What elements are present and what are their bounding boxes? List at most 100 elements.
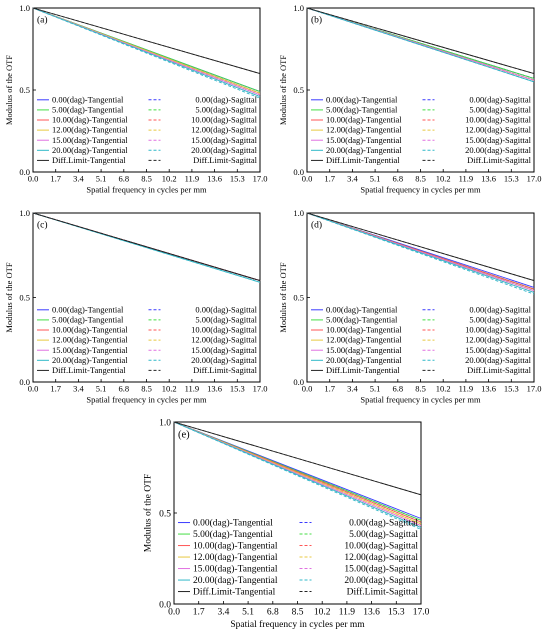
panel-label: (c) [37,220,48,231]
y-tick-label: 0.0 [19,167,30,177]
chart-panel: 0.0 1.7 3.4 5.1 6.8 8.5 10.2 11.9 13.6 15.3 17.0 0.… [4,3,268,194]
legend-label: 5.00(dag)-Tangential [193,529,273,540]
chart-panel: 0.0 1.7 3.4 5.1 6.8 8.5 10.2 11.9 13.6 15.3 17.0 0.… [142,418,429,629]
legend-label: 5.00(dag)-Tangential [326,104,398,114]
y-axis-label: Modulus of the OTF [142,474,153,552]
x-tick-label: 17.0 [527,174,542,184]
x-tick-label: 5.1 [242,608,254,618]
x-tick-label: 5.1 [96,384,107,394]
legend-label: 12.00(dag)-Sagittal [344,552,418,563]
series-line [306,7,535,75]
legend-label: 10.00(dag)-Sagittal [191,325,257,335]
legend-label: 10.00(dag)-Sagittal [191,115,257,125]
legend-label: 10.00(dag)-Tangential [52,325,128,335]
legend-label: Diff.Limit-Sagittal [193,365,257,375]
x-tick-label: 0.0 [168,608,180,618]
legend-label: 15.00(dag)-Sagittal [344,563,418,574]
y-axis-label: Modulus of the OTF [278,55,288,125]
x-tick-label: 0.0 [28,384,39,394]
series-line [173,421,422,496]
y-tick-label: 1.0 [19,3,30,13]
y-tick-label: 0.0 [293,167,304,177]
x-axis-label: Spatial frequency in cycles per mm [230,619,365,630]
legend-label: Diff.Limit-Sagittal [467,155,531,165]
x-tick-label: 17.0 [413,608,430,618]
legend-label: 20.00(dag)-Sagittal [191,355,257,365]
x-tick-label: 6.8 [392,384,403,394]
y-tick-label: 0.0 [19,377,30,387]
x-tick-label: 6.8 [267,608,279,618]
x-tick-label: 0.0 [28,174,39,184]
legend-label: 0.00(dag)-Sagittal [469,304,531,314]
y-tick-label: 1.0 [293,208,304,218]
x-tick-label: 10.2 [162,174,177,184]
legend-label: 15.00(dag)-Tangential [193,563,278,574]
legend-label: 10.00(dag)-Sagittal [344,540,418,551]
series-line [306,212,535,282]
y-tick-label: 0.5 [159,509,171,519]
legend-label: 20.00(dag)-Tangential [52,145,128,155]
y-tick-label: 1.0 [19,208,30,218]
x-tick-label: 3.4 [217,608,229,618]
legend-label: 10.00(dag)-Tangential [326,325,402,335]
x-tick-label: 8.5 [141,174,152,184]
legend-label: Diff.Limit-Tangential [52,155,126,165]
legend-label: 0.00(dag)-Tangential [326,94,398,104]
series-line [173,421,422,529]
x-tick-label: 17.0 [527,384,542,394]
legend-label: Diff.Limit-Tangential [52,365,126,375]
x-tick-label: 13.6 [207,384,222,394]
x-axis-label: Spatial frequency in cycles per mm [86,394,207,404]
x-tick-label: 3.4 [73,174,84,184]
legend-label: 15.00(dag)-Sagittal [465,135,531,145]
legend-label: 12.00(dag)-Tangential [52,335,128,345]
legend-label: 10.00(dag)-Tangential [52,115,128,125]
legend-label: 20.00(dag)-Sagittal [191,145,257,155]
x-tick-label: 11.9 [459,174,474,184]
y-tick-label: 1.0 [159,418,171,428]
legend-label: 15.00(dag)-Tangential [326,135,402,145]
x-tick-label: 11.9 [339,608,356,618]
x-tick-label: 11.9 [185,384,200,394]
series-line [306,7,535,83]
legend-label: 5.00(dag)-Sagittal [469,104,531,114]
series-line [32,7,261,99]
legend-label: 0.00(dag)-Tangential [193,517,273,528]
x-tick-label: 0.0 [302,384,313,394]
panel-label: (d) [311,220,322,231]
x-tick-label: 8.5 [415,174,426,184]
x-tick-label: 17.0 [253,174,268,184]
x-tick-label: 5.1 [370,384,381,394]
x-tick-label: 8.5 [292,608,304,618]
legend-label: Diff.Limit-Sagittal [467,365,531,375]
legend-label: 20.00(dag)-Tangential [52,355,128,365]
x-tick-label: 11.9 [459,384,474,394]
series-line [32,212,261,283]
x-tick-label: 13.6 [207,174,222,184]
legend-label: 0.00(dag)-Sagittal [195,304,257,314]
series-line [32,212,261,282]
legend-label: 5.00(dag)-Sagittal [349,529,418,540]
legend-label: 20.00(dag)-Tangential [326,145,402,155]
x-tick-label: 6.8 [392,174,403,184]
legend-label: 0.00(dag)-Tangential [52,94,124,104]
x-axis-label: Spatial frequency in cycles per mm [360,394,481,404]
x-tick-label: 10.2 [162,384,177,394]
y-tick-label: 0.5 [293,85,304,95]
legend-label: 15.00(dag)-Sagittal [465,345,531,355]
legend-label: 12.00(dag)-Tangential [326,125,402,135]
x-tick-label: 1.7 [193,608,205,618]
legend-label: 5.00(dag)-Tangential [52,314,124,324]
y-tick-label: 0.5 [293,292,304,302]
legend-label: 10.00(dag)-Sagittal [465,325,531,335]
x-tick-label: 8.5 [141,384,152,394]
legend-label: 5.00(dag)-Tangential [326,314,398,324]
x-tick-label: 8.5 [415,384,426,394]
x-tick-label: 1.7 [50,174,61,184]
x-tick-label: 10.2 [436,384,451,394]
legend-label: 20.00(dag)-Sagittal [465,145,531,155]
legend-label: 0.00(dag)-Sagittal [195,94,257,104]
x-tick-label: 5.1 [96,174,107,184]
x-tick-label: 15.3 [230,174,245,184]
